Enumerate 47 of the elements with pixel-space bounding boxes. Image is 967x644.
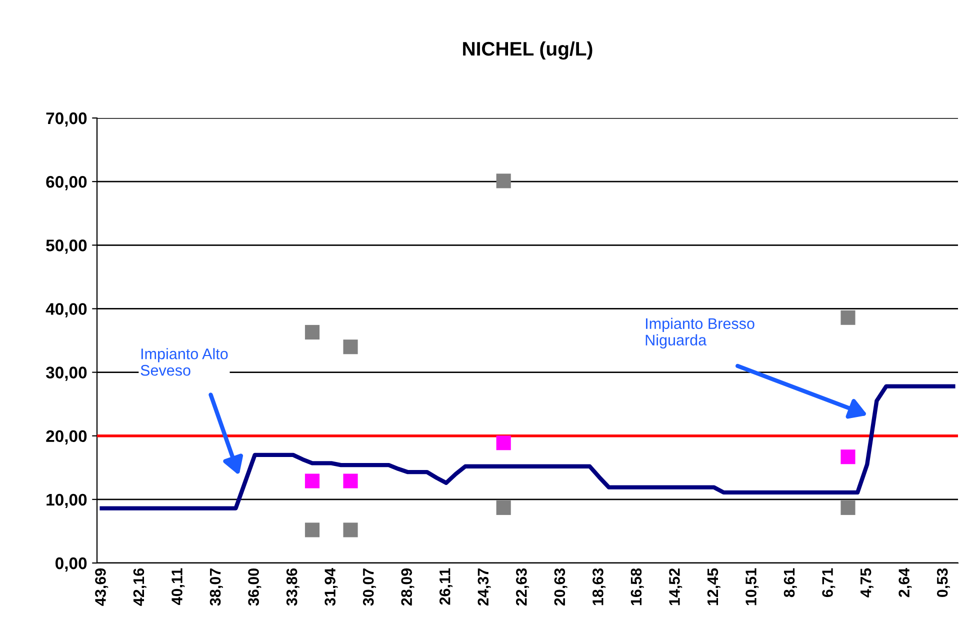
- x-tick-label: 28,09: [401, 568, 414, 606]
- line-series: [100, 384, 956, 510]
- y-tick-label: 40,00: [46, 303, 87, 318]
- y-tick-label: 60,00: [46, 176, 87, 190]
- x-tick-label: 10,51: [746, 568, 759, 606]
- y-tick-label: 20,00: [46, 430, 87, 444]
- point: [840, 450, 856, 464]
- y-tick-label: 50,00: [46, 240, 87, 254]
- point: [496, 436, 511, 450]
- point: [840, 500, 856, 515]
- x-tick-label: 42,16: [133, 568, 146, 606]
- point: [304, 324, 320, 340]
- x-tick-label: 20,63: [554, 568, 568, 606]
- x-tick-label: 12,45: [707, 568, 720, 606]
- x-tick-label: 2,64: [898, 568, 912, 598]
- x-tick-label: 24,37: [478, 568, 491, 606]
- point: [343, 474, 358, 488]
- point: [840, 310, 856, 325]
- x-tick-label: 8,61: [784, 568, 797, 598]
- point: [343, 522, 358, 538]
- chart-title: NICHEL (ug/L): [463, 41, 592, 60]
- y-tick-label: 30,00: [46, 366, 87, 381]
- annotation: Impianto Bresso Niguarda: [646, 318, 754, 349]
- x-tick-label: 14,52: [669, 568, 682, 606]
- x-tick-label: 4,75: [860, 568, 874, 598]
- x-tick-label: 6,71: [822, 568, 836, 598]
- x-tick-label: 36,00: [248, 568, 262, 606]
- x-tick-label: 16,58: [630, 568, 644, 606]
- x-tick-label: 33,86: [286, 568, 300, 606]
- point: [496, 500, 511, 515]
- point: [304, 522, 320, 538]
- x-tick-label: 18,63: [592, 568, 606, 606]
- y-tick-label: 10,00: [46, 494, 87, 508]
- point: [343, 340, 358, 354]
- x-tick-label: 26,11: [439, 568, 452, 605]
- x-tick-label: 43,69: [95, 568, 108, 606]
- x-tick-label: 40,11: [172, 568, 185, 606]
- x-tick-label: 38,07: [210, 568, 223, 606]
- x-tick-label: 0,53: [936, 568, 950, 597]
- annotation: Impianto Alto Seveso: [140, 348, 228, 376]
- y-tick-label: 0,00: [56, 557, 87, 572]
- point: [304, 474, 320, 488]
- x-tick-label: 31,94: [324, 568, 338, 606]
- point: [496, 174, 511, 188]
- y-tick-label: 70,00: [46, 112, 87, 127]
- x-tick-label: 30,07: [362, 568, 376, 606]
- x-tick-label: 22,63: [516, 568, 530, 606]
